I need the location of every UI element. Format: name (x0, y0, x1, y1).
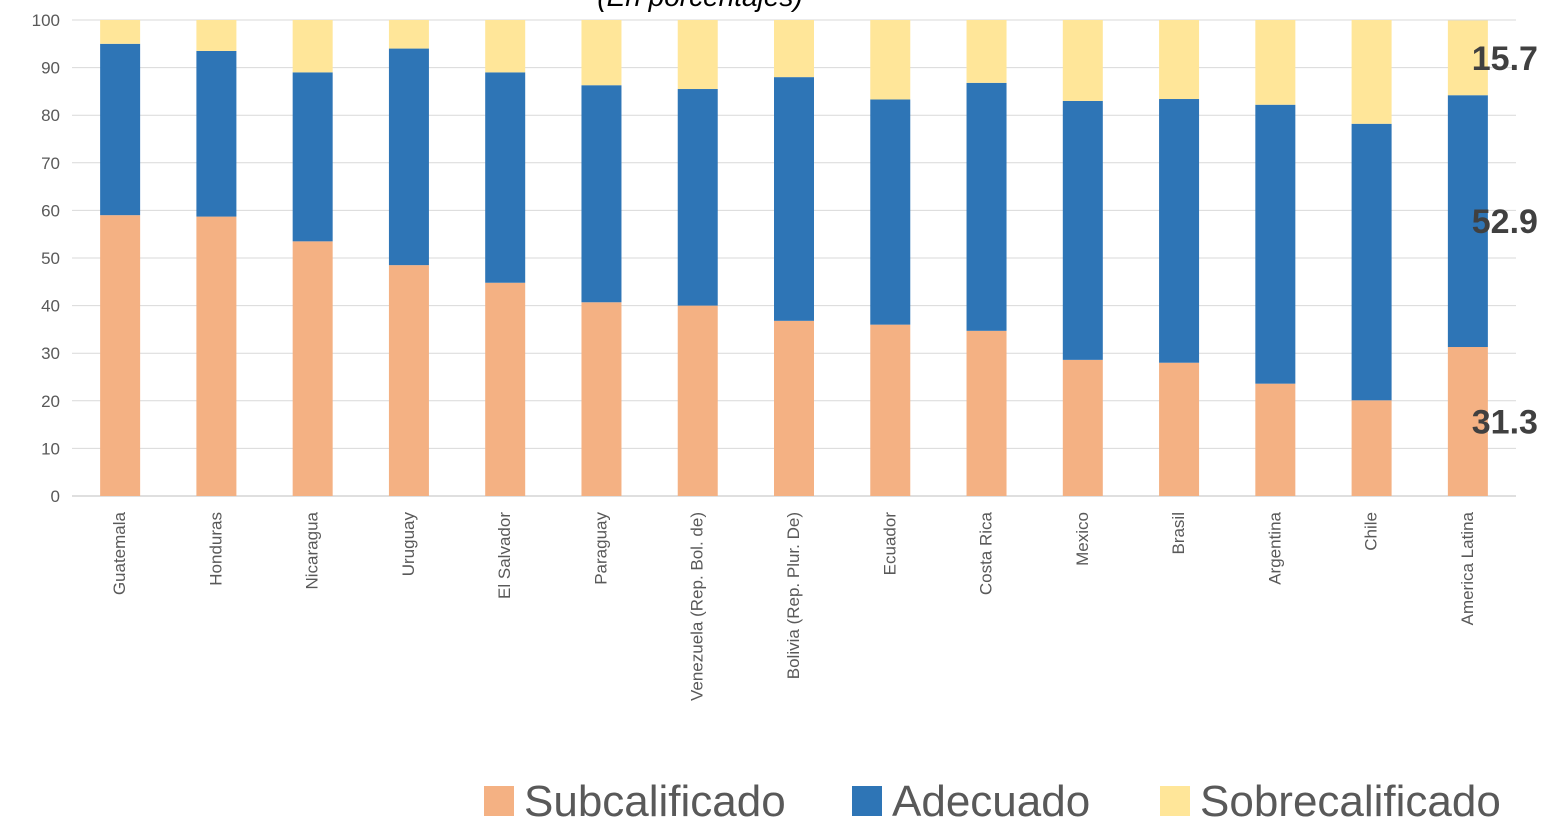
bar-segment (677, 305, 718, 496)
data-label: 52.9 (1472, 203, 1538, 241)
y-tick-label: 40 (41, 297, 60, 316)
bar-segment (292, 241, 333, 496)
bar-segment (388, 48, 429, 266)
data-label: 31.3 (1472, 404, 1538, 442)
x-tick-label: Brasil (1169, 512, 1188, 555)
bar-segment (677, 89, 718, 306)
y-tick-label: 100 (32, 11, 60, 30)
bar-segment (485, 72, 526, 283)
legend-label: Subcalificado (524, 777, 786, 826)
bar-segment (485, 20, 526, 73)
bar-segment (581, 302, 622, 496)
bar-segment (966, 82, 1007, 331)
bar-segment (1062, 100, 1103, 360)
x-tick-label: Argentina (1265, 511, 1284, 584)
bar-segment (1351, 20, 1392, 124)
bar-segment (292, 20, 333, 73)
chart-subtitle: (En porcentajes) (597, 0, 802, 12)
x-tick-label: El Salvador (495, 512, 514, 599)
y-tick-label: 10 (41, 439, 60, 458)
bar-segment (196, 20, 237, 51)
bar-segment (966, 330, 1007, 496)
y-tick-label: 60 (41, 201, 60, 220)
data-label: 15.7 (1472, 40, 1538, 78)
bar-segment (1159, 362, 1200, 496)
bar-segment (388, 265, 429, 496)
bar-segment (100, 43, 141, 216)
legend-swatch (852, 786, 882, 816)
bar-segment (1062, 20, 1103, 101)
y-tick-label: 70 (41, 154, 60, 173)
bar-segment (581, 20, 622, 86)
y-tick-label: 80 (41, 106, 60, 125)
bar-segment (1351, 400, 1392, 496)
x-tick-label: Venezuela (Rep. Bol. de) (688, 512, 707, 701)
x-tick-label: Mexico (1073, 512, 1092, 566)
bar-segment (1255, 104, 1296, 384)
bar-segment (581, 85, 622, 303)
bar-segment (774, 20, 814, 78)
bar-segment (1351, 123, 1392, 401)
y-tick-label: 20 (41, 392, 60, 411)
legend-label: Sobrecalificado (1200, 777, 1501, 826)
x-tick-label: America Latina (1458, 511, 1477, 625)
bar-segment (774, 77, 814, 321)
bar-segment (870, 20, 911, 100)
legend-swatch (484, 786, 514, 816)
bar-segment (966, 20, 1007, 83)
bar-segment (1447, 95, 1488, 348)
x-tick-label: Chile (1362, 512, 1381, 551)
bar-segment (196, 50, 237, 217)
x-tick-label: Costa Rica (977, 511, 996, 595)
bar-segment (870, 99, 911, 325)
x-tick-label: Nicaragua (303, 511, 322, 589)
y-tick-label: 0 (51, 487, 60, 506)
x-tick-label: Bolivia (Rep. Plur. De) (784, 512, 803, 679)
bar-segment (1159, 99, 1200, 363)
bar-segment (388, 20, 429, 49)
x-tick-label: Uruguay (399, 512, 418, 577)
legend-label: Adecuado (892, 777, 1090, 826)
bar-segment (870, 324, 911, 496)
y-tick-label: 50 (41, 249, 60, 268)
bar-segment (485, 282, 526, 496)
bar-segment (1255, 383, 1296, 496)
x-tick-label: Honduras (206, 512, 225, 586)
bar-segment (292, 72, 333, 242)
bar-segment (1062, 359, 1103, 496)
y-tick-label: 90 (41, 59, 60, 78)
bar-segment (677, 20, 718, 90)
y-tick-label: 30 (41, 344, 60, 363)
bar-segment (1255, 20, 1296, 105)
bar-segment (1447, 20, 1488, 96)
bar-segment (100, 20, 141, 44)
bar-segment (196, 216, 237, 496)
x-tick-label: Ecuador (880, 512, 899, 576)
bar-segment (1447, 347, 1488, 496)
bar-segment (100, 215, 141, 496)
bar-segment (774, 320, 814, 496)
x-tick-label: Paraguay (591, 512, 610, 585)
x-tick-label: Guatemala (110, 511, 129, 595)
legend-swatch (1160, 786, 1190, 816)
bar-segment (1159, 20, 1200, 100)
